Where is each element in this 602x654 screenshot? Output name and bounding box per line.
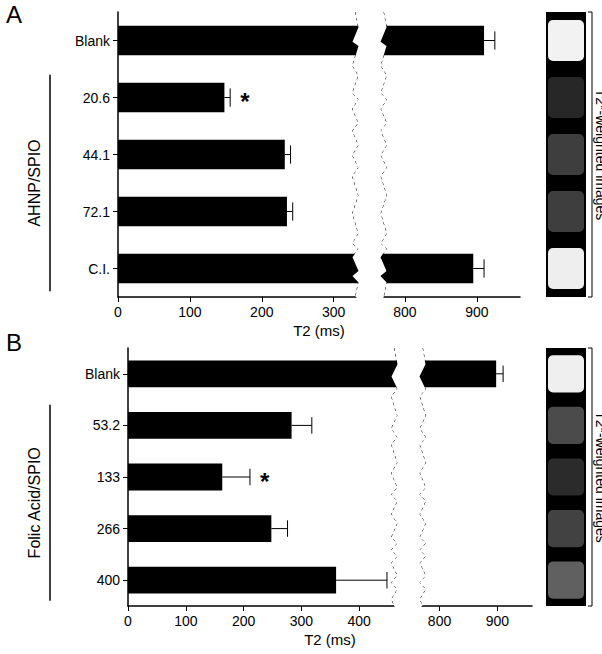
svg-text:0: 0	[124, 613, 132, 629]
svg-text:AHNP/SPIO: AHNP/SPIO	[26, 139, 43, 226]
svg-text:900: 900	[486, 613, 510, 629]
svg-text:200: 200	[232, 613, 256, 629]
svg-text:20.6: 20.6	[83, 90, 110, 106]
svg-text:T2*-weighted images: T2*-weighted images	[593, 89, 602, 221]
svg-text:B: B	[6, 329, 22, 356]
svg-text:Folic Acid/SPIO: Folic Acid/SPIO	[26, 447, 43, 558]
svg-text:100: 100	[174, 613, 198, 629]
svg-text:900: 900	[465, 304, 489, 320]
svg-text:*: *	[260, 468, 270, 495]
svg-text:400: 400	[97, 572, 121, 588]
svg-text:Blank: Blank	[75, 33, 111, 49]
svg-text:C.I.: C.I.	[88, 261, 110, 277]
svg-text:200: 200	[250, 304, 274, 320]
svg-text:133: 133	[97, 469, 121, 485]
svg-text:72.1: 72.1	[83, 204, 110, 220]
svg-text:T2*-weighted images: T2*-weighted images	[593, 411, 602, 543]
svg-text:300: 300	[290, 613, 314, 629]
svg-text:400: 400	[348, 613, 372, 629]
svg-text:800: 800	[428, 613, 452, 629]
svg-text:Blank: Blank	[85, 366, 121, 382]
svg-text:44.1: 44.1	[83, 147, 110, 163]
svg-text:T2 (ms): T2 (ms)	[304, 631, 356, 648]
svg-text:*: *	[240, 88, 250, 115]
svg-text:T2 (ms): T2 (ms)	[293, 322, 345, 339]
svg-text:0: 0	[114, 304, 122, 320]
svg-text:53.2: 53.2	[93, 417, 120, 433]
svg-text:100: 100	[178, 304, 202, 320]
svg-text:300: 300	[322, 304, 346, 320]
svg-text:266: 266	[97, 521, 121, 537]
svg-text:A: A	[6, 1, 22, 28]
svg-text:800: 800	[393, 304, 417, 320]
